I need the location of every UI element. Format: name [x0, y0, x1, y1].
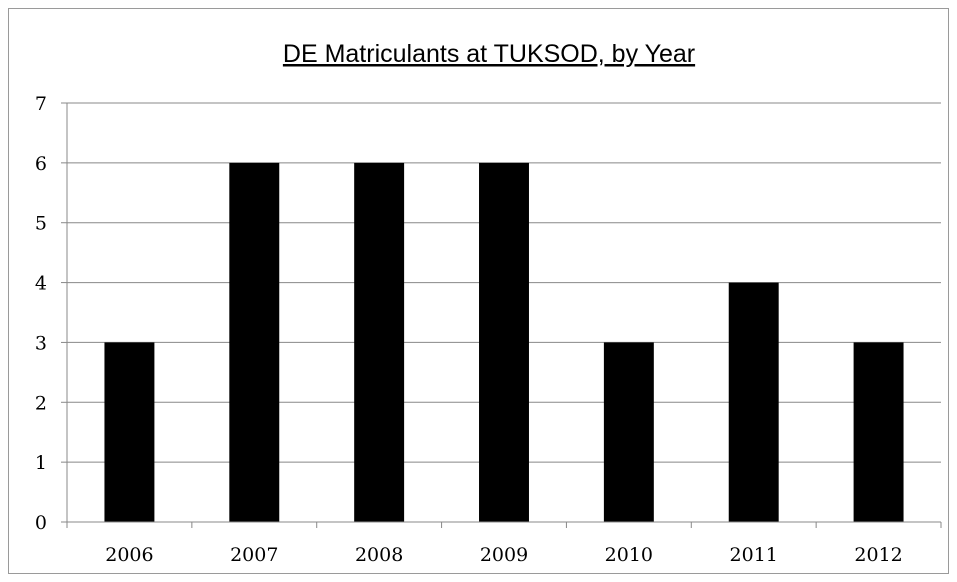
axes — [61, 102, 942, 528]
y-tick-label: 1 — [35, 452, 47, 474]
x-tick-label: 2011 — [730, 544, 778, 566]
x-tick-label: 2010 — [605, 544, 653, 566]
bar — [853, 342, 904, 522]
chart-frame: DE Matriculants at TUKSOD, by Year 0 1 2 3 4… — [8, 8, 949, 574]
y-tick-label: 3 — [35, 332, 47, 354]
bar — [229, 162, 280, 522]
x-tick-label: 2009 — [480, 544, 528, 566]
chart-title: DE Matriculants at TUKSOD, by Year — [283, 40, 695, 68]
y-tick-label: 5 — [35, 213, 47, 235]
x-tick-labels: 2006 2007 2008 2009 2010 2011 2012 — [105, 544, 903, 566]
bar — [104, 342, 155, 522]
y-tick-label: 0 — [35, 512, 47, 534]
bar — [354, 162, 405, 522]
bar — [603, 342, 654, 522]
bar — [479, 162, 529, 522]
bar — [728, 282, 779, 522]
x-tick-label: 2007 — [230, 544, 278, 566]
x-tick-label: 2006 — [105, 544, 153, 566]
x-tick-label: 2008 — [355, 544, 403, 566]
y-tick-label: 6 — [35, 153, 47, 175]
bars — [104, 162, 904, 522]
y-tick-label: 2 — [35, 392, 47, 414]
y-tick-labels: 0 1 2 3 4 5 6 7 — [35, 93, 47, 534]
bar-chart: DE Matriculants at TUKSOD, by Year 0 1 2 3 4… — [35, 40, 942, 566]
y-tick-label: 7 — [35, 93, 47, 115]
y-tick-label: 4 — [35, 273, 47, 295]
x-tick-label: 2012 — [854, 544, 902, 566]
